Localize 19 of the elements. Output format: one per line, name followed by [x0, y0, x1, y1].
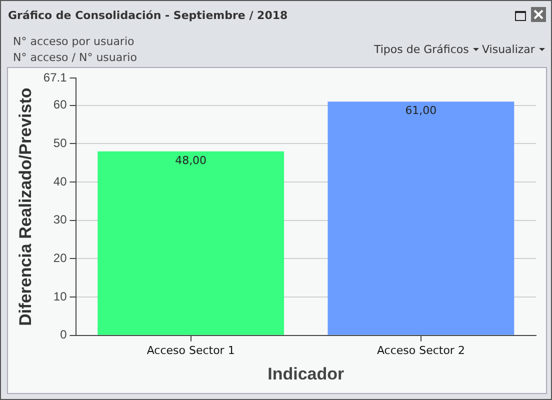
- y-tick-label: 0: [60, 328, 68, 342]
- y-tick-label: 20: [53, 251, 68, 266]
- y-tick-label: 67.1: [43, 70, 68, 85]
- x-axis-title: Indicador: [268, 364, 345, 384]
- y-tick-label: 30: [53, 212, 68, 227]
- x-tick-label: Acceso Sector 1: [146, 344, 235, 357]
- data-label: 48,00: [175, 154, 207, 167]
- y-tick-label: 40: [53, 174, 68, 188]
- text: N° acceso / N° usuario: [13, 51, 137, 64]
- y-tick-label: 10: [53, 289, 68, 304]
- data-label: 61,00: [405, 104, 437, 117]
- text: Visualizar: [482, 43, 536, 56]
- y-axis-title: Diferencia Realizado/Previsto: [16, 88, 35, 326]
- chart-subtitle: N° acceso por usuario: [13, 35, 134, 48]
- y-tick-label: 60: [53, 98, 68, 112]
- text: Tipos de Gráficos: [374, 43, 470, 56]
- chart-title: Gráfico de Consolidación - Septiembre / 2018: [8, 9, 288, 22]
- y-tick-label: 50: [53, 136, 68, 150]
- x-tick-label: Acceso Sector 2: [376, 344, 465, 357]
